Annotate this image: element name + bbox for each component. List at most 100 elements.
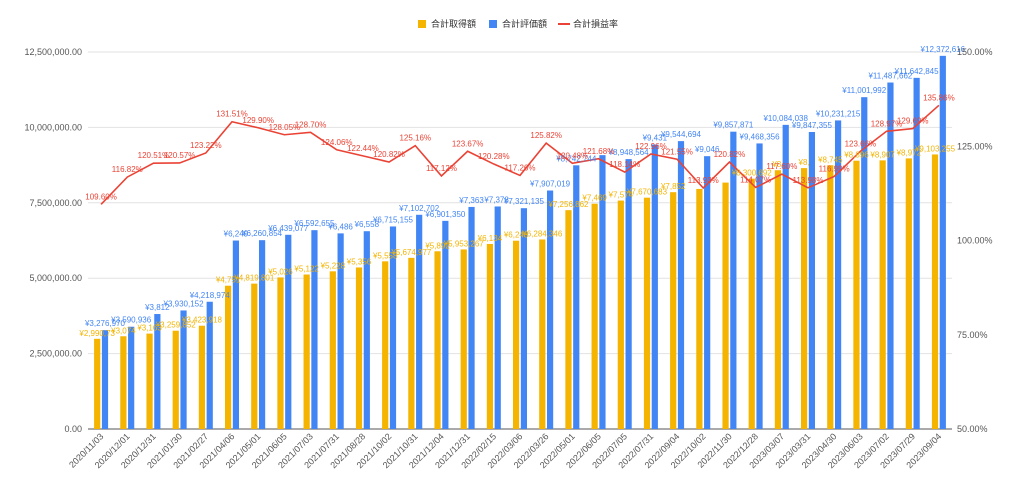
data-label-ratio: 113.93% (688, 176, 719, 185)
data-label-valuation: ¥9,431 (642, 134, 668, 143)
data-label-valuation: ¥7,907,019 (529, 180, 571, 189)
y-left-tick-label: 0.00 (64, 424, 82, 434)
bar-valuation (468, 206, 475, 429)
data-label-ratio: 120.82% (373, 150, 405, 159)
bar-valuation (258, 240, 266, 429)
data-label-ratio: 128.70% (295, 120, 327, 129)
bar-valuation (677, 141, 685, 430)
bar-valuation (913, 77, 920, 429)
data-label-ratio: 118.14% (609, 160, 640, 169)
ratio-line (100, 104, 940, 205)
data-label-ratio: 117.26% (505, 163, 536, 172)
bar-valuation (363, 231, 370, 429)
bar-acquisition (539, 239, 546, 429)
bar-acquisition (172, 330, 179, 429)
bar-acquisition (748, 178, 755, 429)
data-label-ratio: 109.60% (85, 192, 117, 201)
data-label-ratio: 120.28% (478, 152, 510, 161)
y-left-tick-label: 2,500,000.00 (29, 349, 82, 359)
bar-valuation (389, 226, 397, 429)
data-label-valuation: ¥6,558 (354, 220, 380, 229)
data-label-ratio: 129.69% (897, 117, 929, 126)
data-label-acquisition: ¥6,134 (477, 234, 503, 243)
bar-valuation (573, 165, 580, 429)
data-label-acquisition: ¥7,670,683 (626, 188, 668, 197)
bar-acquisition (303, 274, 310, 429)
bar-acquisition (696, 188, 703, 429)
bar-acquisition (722, 182, 729, 429)
y-left-tick-label: 12,500,000.00 (24, 47, 82, 57)
data-label-acquisition: ¥8,300,692 (731, 169, 773, 178)
data-label-ratio: 117.60% (766, 162, 797, 171)
data-label-valuation: ¥9,544,694 (660, 130, 702, 139)
bar-valuation (520, 208, 527, 429)
bar-valuation (232, 240, 239, 429)
data-label-acquisition: ¥5,026 (267, 267, 293, 276)
data-label-acquisition: ¥5,228 (320, 261, 346, 270)
data-label-acquisition: ¥6,284,346 (521, 229, 563, 238)
data-label-valuation: ¥3,590,936 (110, 316, 152, 325)
data-label-ratio: 120.51% (138, 151, 170, 160)
data-label-valuation: ¥6,715,155 (372, 215, 414, 224)
y-left-tick-label: 10,000,000.00 (24, 122, 82, 132)
bar-acquisition (565, 210, 572, 429)
y-left-tick-label: 5,000,000.00 (29, 273, 82, 283)
data-label-acquisition: ¥7,469 (581, 194, 607, 203)
bar-acquisition (827, 165, 834, 429)
bar-acquisition (643, 197, 651, 429)
legend-swatch (418, 20, 426, 28)
bar-valuation (887, 82, 894, 430)
bar-valuation (180, 310, 187, 429)
bar-valuation (311, 230, 318, 429)
ratio-line-path (100, 104, 940, 205)
legend-label: 合計評価額 (502, 18, 547, 29)
y-right-tick-label: 125.00% (957, 141, 993, 151)
data-label-valuation: ¥11,487,662 (867, 72, 912, 81)
y-right-tick-label: 50.00% (957, 424, 988, 434)
legend-label: 合計損益率 (573, 18, 618, 29)
data-label-acquisition: ¥7,574 (608, 191, 634, 200)
data-label-valuation: ¥3,930,152 (163, 299, 205, 308)
bar-valuation (416, 214, 423, 429)
data-label-acquisition: ¥8, (771, 160, 783, 169)
data-label-ratio: 113.98% (793, 176, 824, 185)
data-label-valuation: ¥8,948,564 (608, 148, 650, 157)
bar-acquisition (408, 257, 415, 429)
data-label-ratio: 122.44% (347, 144, 379, 153)
data-label-acquisition: ¥3,423,918 (181, 316, 223, 325)
data-label-acquisition: ¥9,103,255 (914, 144, 956, 153)
bar-acquisition (94, 338, 101, 429)
data-label-valuation: ¥9,046 (694, 145, 720, 154)
y-left-tick-label: 7,500,000.00 (29, 198, 82, 208)
bar-acquisition (460, 249, 467, 429)
data-label-ratio: 128.97% (871, 119, 903, 128)
legend: 合計取得額 合計評価額 合計損益率 (418, 18, 618, 29)
bar-acquisition (853, 160, 860, 429)
data-label-valuation: ¥3,276,970 (84, 319, 126, 328)
data-label-valuation: ¥9,847,355 (791, 121, 833, 130)
bar-acquisition (355, 267, 363, 429)
data-label-ratio: 120.57% (164, 151, 196, 160)
data-label-valuation: ¥11,001,992 (841, 86, 886, 95)
bar-acquisition (486, 243, 494, 429)
data-label-ratio: 121.68% (583, 147, 615, 156)
data-label-acquisition: ¥3,163 (136, 324, 162, 333)
bar-acquisition (382, 261, 389, 429)
data-label-ratio: 116.82% (112, 165, 143, 174)
bar-acquisition (120, 336, 127, 429)
bar-valuation (154, 314, 161, 429)
bar-acquisition (617, 200, 624, 429)
data-label-ratio: 124.06% (321, 138, 353, 147)
data-label-ratio: 116.99% (819, 164, 850, 173)
y-right-tick-label: 100.00% (957, 236, 993, 246)
data-label-acquisition: ¥6,243 (503, 231, 529, 240)
data-label-acquisition: ¥8, (798, 158, 810, 167)
data-label-ratio: 120.82% (714, 150, 746, 159)
legend-label: 合計取得額 (431, 18, 476, 29)
bar-valuation (599, 155, 606, 429)
data-label-ratio: 128.05% (269, 123, 301, 132)
data-label-valuation: ¥4,218,974 (189, 291, 231, 300)
bar-acquisition (905, 158, 912, 429)
bar-acquisition (591, 203, 598, 429)
